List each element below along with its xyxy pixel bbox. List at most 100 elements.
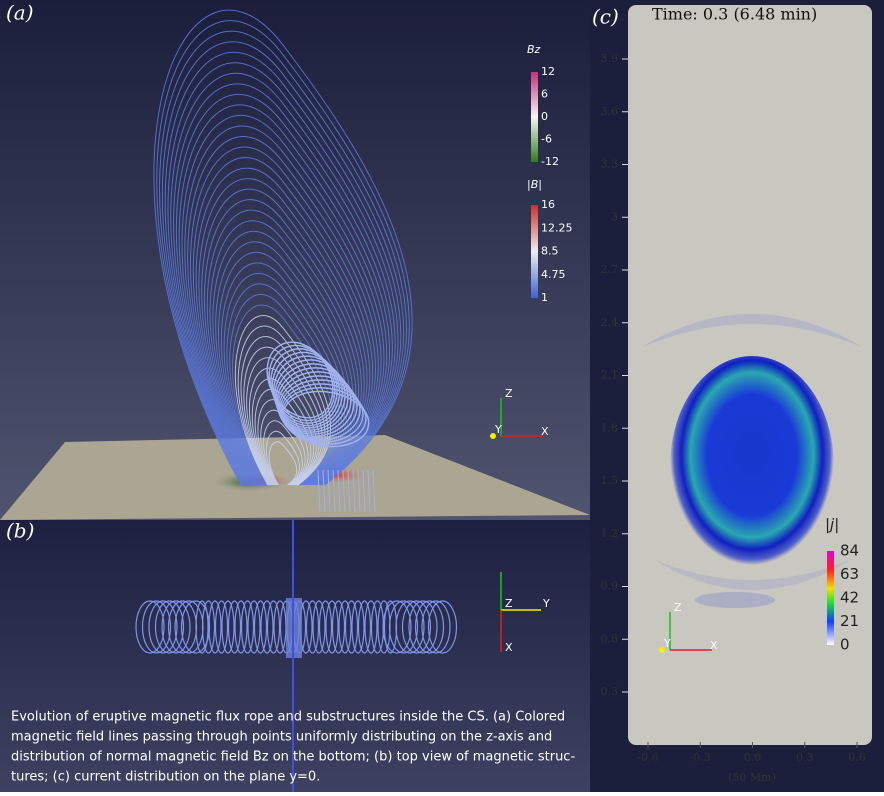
field-line xyxy=(161,41,405,486)
field-line xyxy=(192,157,374,486)
colorbar-tick: -6 xyxy=(541,133,552,146)
colorbar-tick: -12 xyxy=(541,155,559,168)
rope-line xyxy=(154,600,185,654)
axis-y xyxy=(490,433,496,439)
field-line xyxy=(212,230,354,486)
colorbar-tick: 4.75 xyxy=(541,268,566,281)
field-line xyxy=(189,146,377,486)
y-tick-label: 1.2 xyxy=(601,527,619,540)
rope-line xyxy=(141,600,172,654)
colorbar-tick: 63 xyxy=(840,565,859,583)
rope-line xyxy=(325,600,339,654)
colorbar-tick: 21 xyxy=(840,612,859,630)
foot-line xyxy=(327,469,331,513)
field-line xyxy=(268,441,298,486)
y-tick-label: 2.7 xyxy=(601,263,619,276)
axis-label: Z xyxy=(505,597,513,610)
caption-line: distribution of normal magnetic field Bz… xyxy=(11,750,575,765)
rope-line xyxy=(195,600,209,654)
rope-line xyxy=(351,600,365,654)
field-line xyxy=(153,9,413,486)
field-line xyxy=(198,178,368,486)
colorbar-title: |B| xyxy=(527,178,542,191)
colorbar-tick: 42 xyxy=(840,589,859,607)
axis-label: Z xyxy=(674,601,682,614)
foot-line xyxy=(372,469,376,513)
colorbar-tick: 12 xyxy=(541,65,555,78)
y-tick-label: 2.4 xyxy=(601,316,619,329)
y-tick-label: 0.9 xyxy=(601,580,619,593)
y-tick-label: 3.6 xyxy=(601,105,619,118)
field-line xyxy=(201,188,365,486)
y-tick-label: 1.8 xyxy=(601,421,619,434)
rope-line xyxy=(331,600,346,654)
field-line xyxy=(159,30,407,486)
rope-line xyxy=(208,600,222,654)
axis-label: Y xyxy=(542,597,550,610)
field-line xyxy=(184,125,382,486)
field-line xyxy=(178,104,388,486)
foot-line xyxy=(337,469,341,513)
field-line xyxy=(263,420,303,486)
flux-rope-line xyxy=(281,387,367,445)
rope-line xyxy=(427,600,458,654)
y-tick-label: 0.6 xyxy=(601,632,619,645)
current-arc xyxy=(695,592,775,608)
field-line xyxy=(223,273,343,486)
axis-y xyxy=(659,647,665,653)
field-line xyxy=(265,430,301,486)
field-line xyxy=(254,388,312,486)
x-tick-label: -0.3 xyxy=(690,751,711,764)
rope-line xyxy=(395,600,425,654)
foot-line xyxy=(352,469,356,513)
colorbar xyxy=(531,72,538,162)
axis-label: Y xyxy=(494,423,502,436)
rope-line xyxy=(247,600,261,654)
caption-line: magnetic field lines passing through poi… xyxy=(11,730,552,745)
colorbar-title: |j| xyxy=(825,516,839,534)
rope-line xyxy=(382,600,412,654)
field-line xyxy=(173,83,393,486)
field-line xyxy=(181,115,385,486)
x-tick-label: 0.0 xyxy=(744,751,762,764)
x-tick-label: -0.6 xyxy=(637,751,658,764)
colorbar xyxy=(827,551,834,645)
foot-line xyxy=(347,469,351,513)
flux-rope-line xyxy=(279,379,361,441)
current-arc xyxy=(655,560,850,590)
caption-line: Evolution of eruptive magnetic flux rope… xyxy=(11,710,565,725)
flux-rope-line xyxy=(277,371,355,437)
rope-line xyxy=(414,600,445,654)
rope-line xyxy=(408,600,438,654)
axis-label: X xyxy=(505,641,513,654)
rope-line xyxy=(260,600,274,654)
rope-line xyxy=(338,600,352,654)
colorbar-tick: 84 xyxy=(840,542,859,560)
rope-line xyxy=(401,600,432,654)
axis-label: X xyxy=(541,425,549,438)
y-tick-label: 3 xyxy=(611,210,618,223)
rope-line xyxy=(312,600,326,654)
colorbar-title: Bz xyxy=(527,43,541,56)
current-sheet xyxy=(670,356,834,576)
rope-line xyxy=(135,600,165,654)
current-arc xyxy=(640,314,864,348)
rope-line xyxy=(201,600,216,654)
y-tick-label: 3.3 xyxy=(601,158,619,171)
foot-line xyxy=(362,469,366,513)
rope-line xyxy=(148,600,178,654)
rope-line xyxy=(421,600,451,654)
foot-line xyxy=(322,469,326,513)
field-line xyxy=(221,262,346,486)
field-line xyxy=(156,20,410,486)
x-tick-label: 0.6 xyxy=(848,751,866,764)
rope-line xyxy=(240,600,255,654)
flux-rope-line xyxy=(278,375,358,439)
flux-rope-line xyxy=(282,390,370,448)
y-tick-label: 3.9 xyxy=(601,52,619,65)
colorbar-tick: 16 xyxy=(541,198,555,211)
rope-line xyxy=(221,600,235,654)
panel-label: (c) xyxy=(592,5,619,29)
colorbar-tick: 8.5 xyxy=(541,245,559,258)
